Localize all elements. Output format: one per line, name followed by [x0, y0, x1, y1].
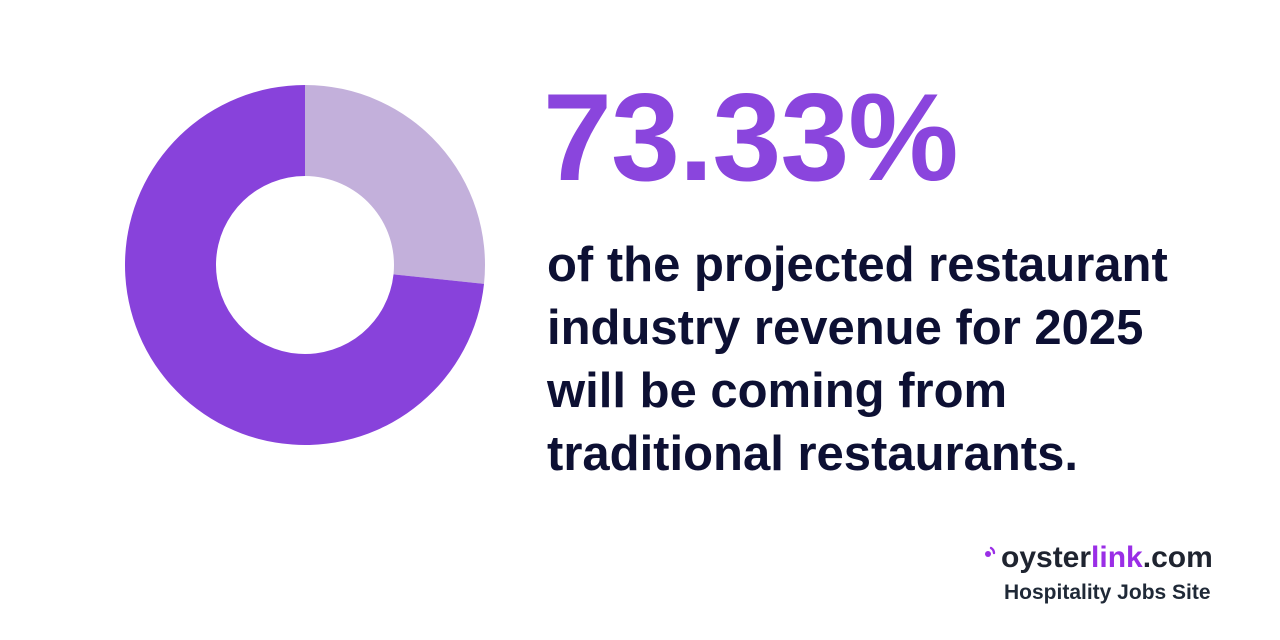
description-line: of the projected restaurant: [547, 238, 1168, 292]
logo-text-oyster: oyster: [1001, 541, 1092, 574]
oyster-icon: [985, 546, 996, 557]
description-line: industry revenue for 2025: [547, 301, 1144, 355]
logo-text-link: link: [1091, 541, 1143, 574]
donut-slice-other: [305, 85, 485, 284]
donut-chart: [125, 85, 485, 445]
logo-text-com: .com: [1142, 541, 1213, 574]
logo-tagline: Hospitality Jobs Site: [1004, 581, 1211, 604]
oysterlink-logo: oyster link .com Hospitality Jobs Site: [982, 543, 1213, 605]
description-line: traditional restaurants.: [547, 427, 1078, 481]
headline-percentage: 73.33%: [543, 69, 959, 207]
description-line: will be coming from: [547, 364, 1008, 418]
description-text: of the projected restaurant industry rev…: [547, 234, 1247, 486]
donut-slice-traditional-restaurants: [125, 85, 485, 445]
